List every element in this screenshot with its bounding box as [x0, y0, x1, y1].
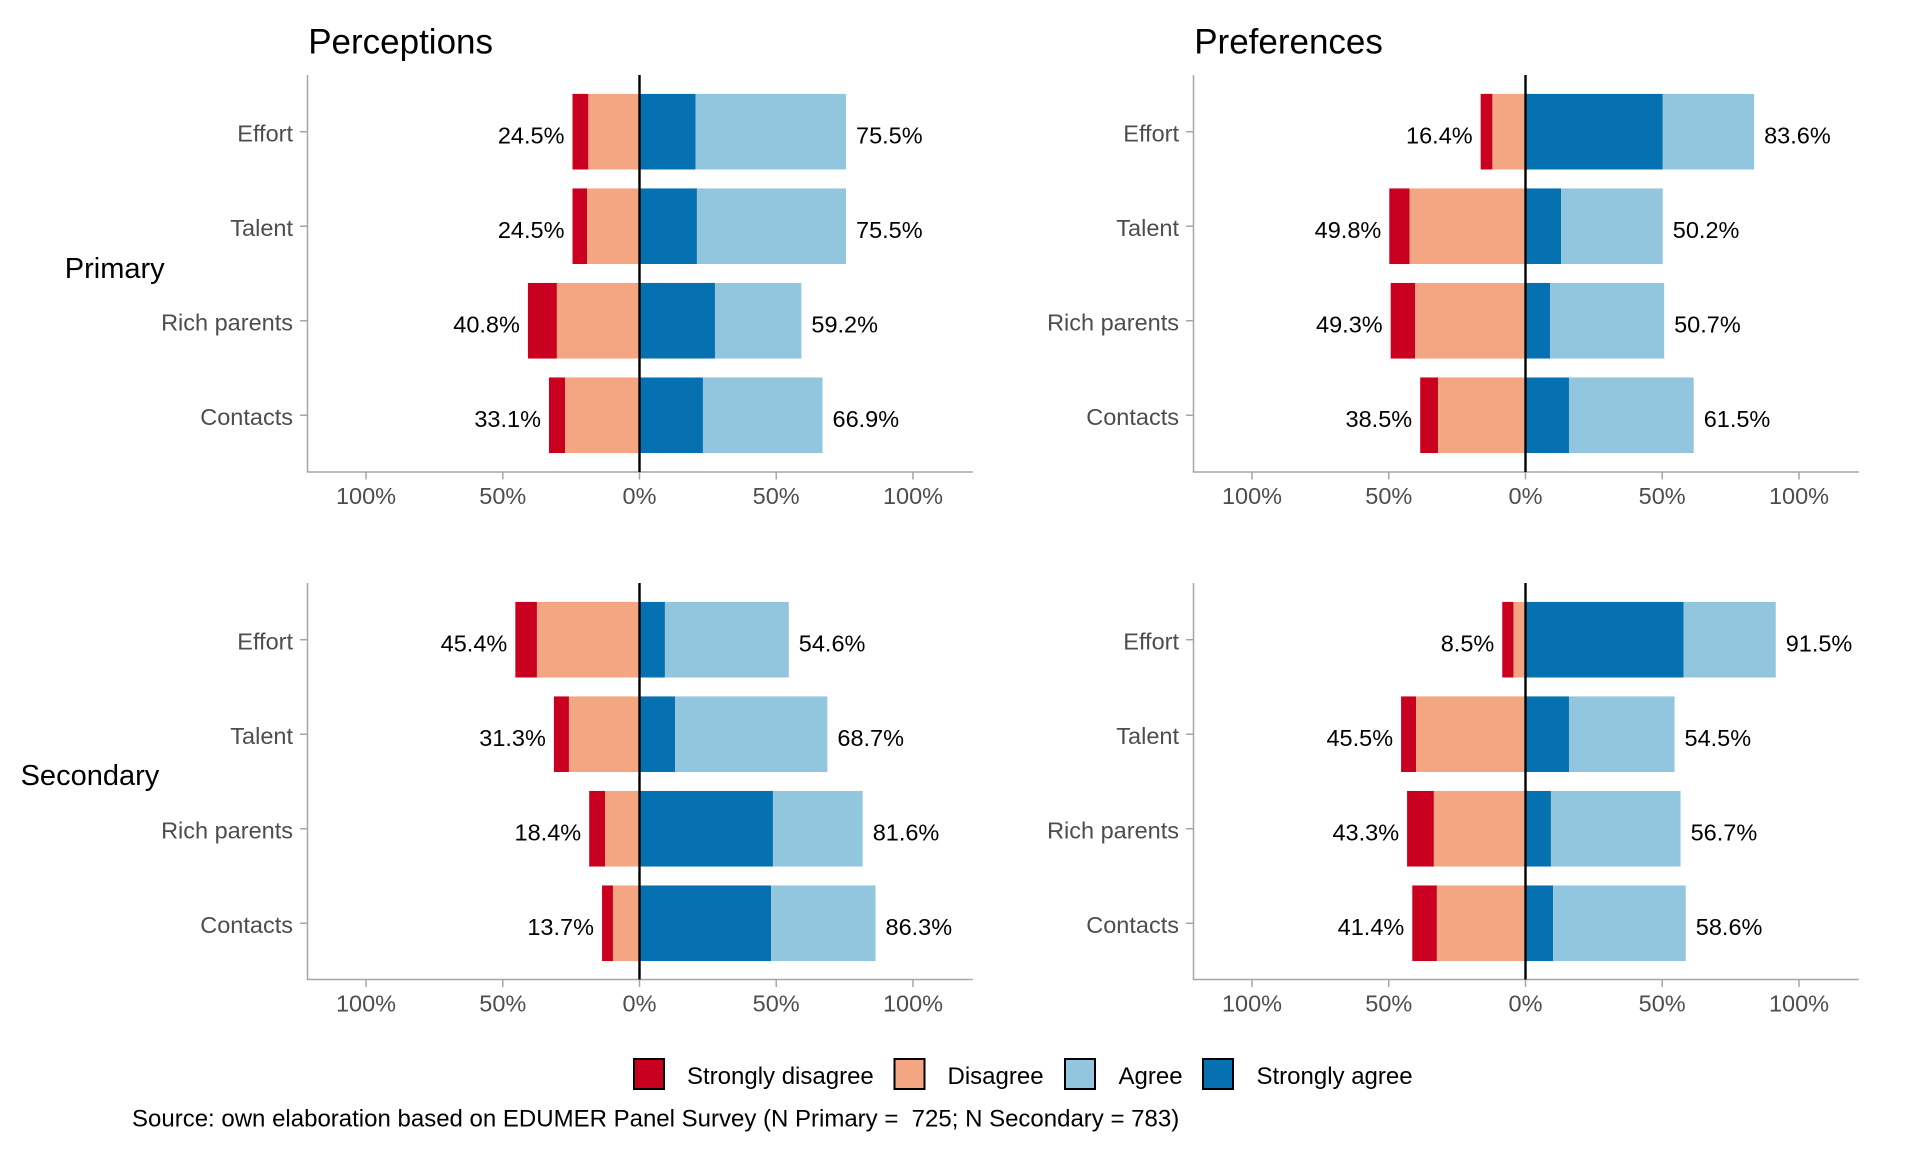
svg-text:100%: 100% — [1222, 990, 1282, 1016]
svg-text:31.3%: 31.3% — [479, 725, 546, 751]
svg-text:50%: 50% — [479, 990, 526, 1016]
svg-text:45.4%: 45.4% — [441, 631, 508, 657]
svg-text:50%: 50% — [1639, 483, 1686, 509]
svg-text:Talent: Talent — [230, 723, 293, 749]
svg-text:33.1%: 33.1% — [474, 406, 541, 432]
svg-text:16.4%: 16.4% — [1406, 123, 1473, 149]
svg-text:Contacts: Contacts — [1086, 912, 1179, 938]
svg-text:0%: 0% — [1509, 990, 1543, 1016]
svg-text:Talent: Talent — [230, 215, 293, 241]
svg-text:0%: 0% — [1509, 483, 1543, 509]
svg-text:0%: 0% — [623, 483, 657, 509]
svg-text:Secondary: Secondary — [21, 760, 160, 792]
svg-text:Agree: Agree — [1119, 1063, 1183, 1090]
svg-text:58.6%: 58.6% — [1696, 914, 1763, 940]
svg-text:Rich parents: Rich parents — [161, 310, 293, 336]
svg-text:13.7%: 13.7% — [527, 914, 594, 940]
svg-text:66.9%: 66.9% — [833, 406, 900, 432]
svg-text:100%: 100% — [336, 483, 396, 509]
svg-text:18.4%: 18.4% — [515, 820, 582, 846]
svg-text:Contacts: Contacts — [200, 404, 293, 430]
svg-text:Effort: Effort — [237, 629, 293, 655]
svg-text:56.7%: 56.7% — [1691, 820, 1758, 846]
svg-text:Disagree: Disagree — [948, 1063, 1044, 1090]
svg-text:75.5%: 75.5% — [856, 217, 923, 243]
svg-text:24.5%: 24.5% — [498, 123, 565, 149]
svg-text:Talent: Talent — [1116, 215, 1179, 241]
svg-text:49.3%: 49.3% — [1316, 312, 1383, 338]
svg-text:54.5%: 54.5% — [1685, 725, 1752, 751]
svg-text:100%: 100% — [1222, 483, 1282, 509]
svg-text:68.7%: 68.7% — [837, 725, 904, 751]
svg-text:Effort: Effort — [1123, 121, 1179, 147]
svg-text:Rich parents: Rich parents — [1047, 818, 1179, 844]
svg-text:50%: 50% — [753, 483, 800, 509]
svg-text:45.5%: 45.5% — [1326, 725, 1393, 751]
svg-text:50.7%: 50.7% — [1674, 312, 1741, 338]
svg-text:86.3%: 86.3% — [886, 914, 953, 940]
svg-text:59.2%: 59.2% — [811, 312, 878, 338]
svg-text:50%: 50% — [1639, 990, 1686, 1016]
svg-text:91.5%: 91.5% — [1786, 631, 1853, 657]
svg-text:Talent: Talent — [1116, 723, 1179, 749]
svg-text:Effort: Effort — [1123, 629, 1179, 655]
svg-text:Contacts: Contacts — [200, 912, 293, 938]
svg-text:50%: 50% — [1365, 483, 1412, 509]
svg-text:81.6%: 81.6% — [873, 820, 940, 846]
svg-text:83.6%: 83.6% — [1764, 123, 1831, 149]
svg-text:Source: own elaboration based: Source: own elaboration based on EDUMER … — [132, 1105, 1179, 1132]
svg-text:8.5%: 8.5% — [1441, 631, 1495, 657]
svg-text:Rich parents: Rich parents — [161, 818, 293, 844]
svg-text:Contacts: Contacts — [1086, 404, 1179, 430]
svg-text:Strongly agree: Strongly agree — [1257, 1063, 1413, 1090]
svg-text:75.5%: 75.5% — [856, 123, 923, 149]
svg-text:Effort: Effort — [237, 121, 293, 147]
svg-text:100%: 100% — [336, 990, 396, 1016]
svg-text:0%: 0% — [623, 990, 657, 1016]
svg-text:50%: 50% — [1365, 990, 1412, 1016]
svg-text:50%: 50% — [479, 483, 526, 509]
svg-text:41.4%: 41.4% — [1338, 914, 1405, 940]
svg-text:61.5%: 61.5% — [1704, 406, 1771, 432]
svg-text:Rich parents: Rich parents — [1047, 310, 1179, 336]
svg-text:24.5%: 24.5% — [498, 217, 565, 243]
svg-text:Primary: Primary — [65, 253, 165, 285]
svg-text:100%: 100% — [1769, 483, 1829, 509]
svg-text:54.6%: 54.6% — [799, 631, 866, 657]
svg-text:50.2%: 50.2% — [1673, 217, 1740, 243]
svg-text:40.8%: 40.8% — [453, 312, 520, 338]
svg-text:Perceptions: Perceptions — [308, 23, 493, 62]
svg-text:100%: 100% — [1769, 990, 1829, 1016]
svg-text:50%: 50% — [753, 990, 800, 1016]
svg-text:Strongly disagree: Strongly disagree — [687, 1063, 874, 1090]
svg-text:Preferences: Preferences — [1194, 23, 1383, 62]
svg-text:49.8%: 49.8% — [1315, 217, 1382, 243]
svg-text:43.3%: 43.3% — [1332, 820, 1399, 846]
svg-text:100%: 100% — [883, 483, 943, 509]
svg-text:100%: 100% — [883, 990, 943, 1016]
svg-text:38.5%: 38.5% — [1346, 406, 1413, 432]
